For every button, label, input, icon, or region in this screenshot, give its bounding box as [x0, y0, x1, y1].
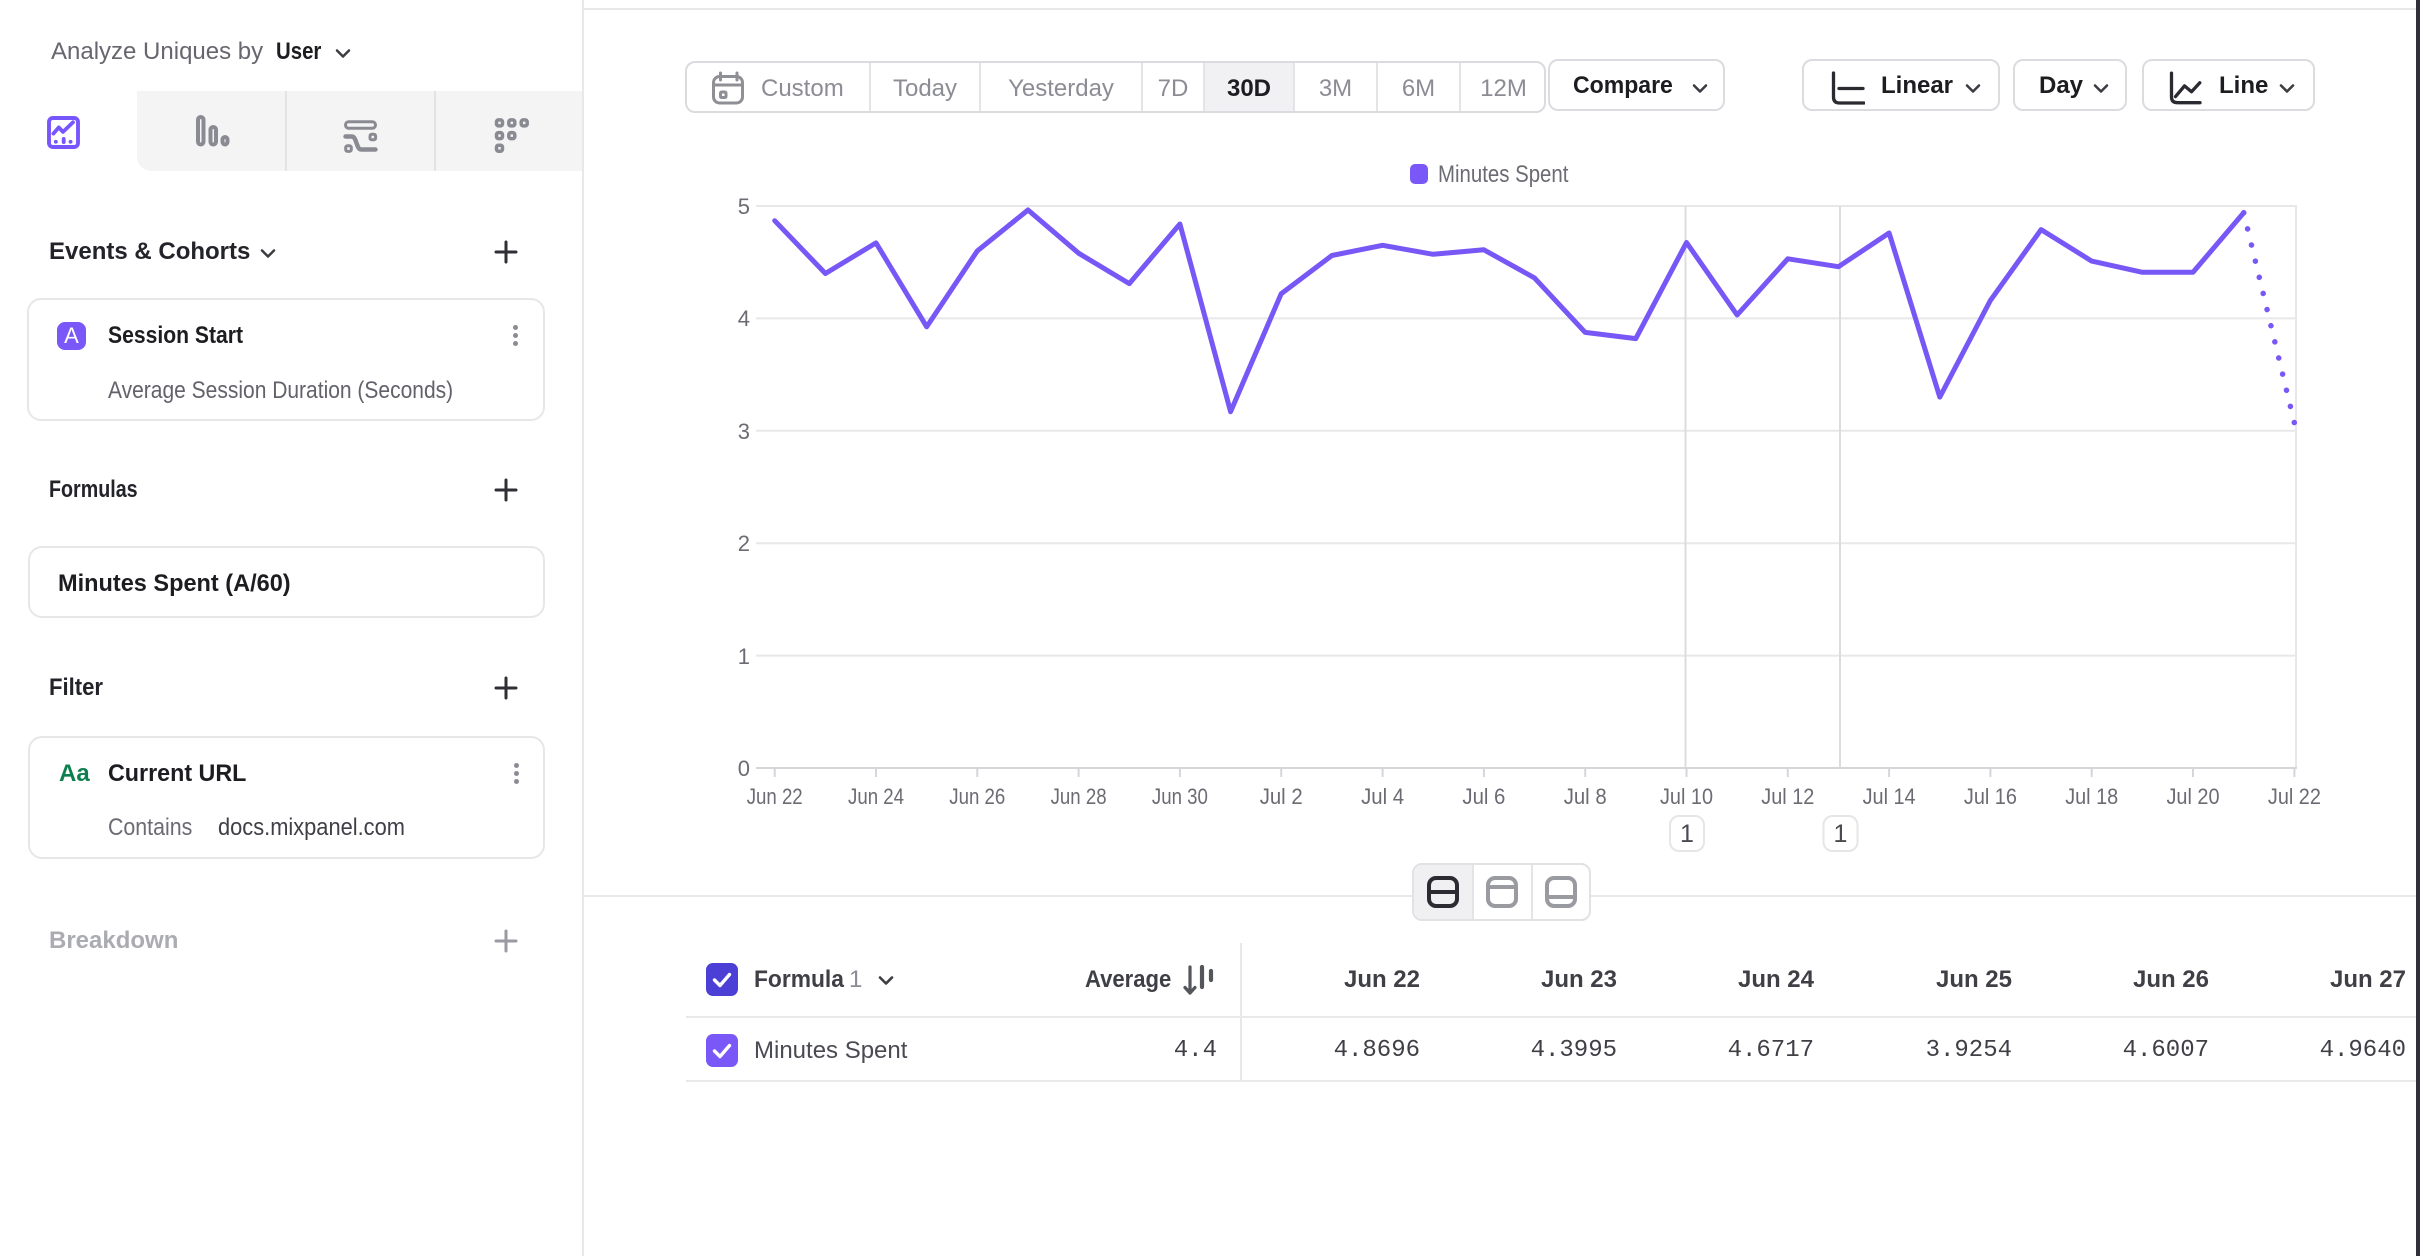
svg-text:Jul 12: Jul 12	[1761, 784, 1814, 809]
svg-text:1: 1	[738, 644, 750, 669]
svg-text:Jul 4: Jul 4	[1361, 784, 1404, 809]
svg-text:Jul 2: Jul 2	[1260, 784, 1303, 809]
svg-text:2: 2	[738, 531, 750, 556]
svg-text:Jun 24: Jun 24	[848, 784, 904, 809]
svg-text:1: 1	[1834, 820, 1848, 848]
svg-text:Jun 26: Jun 26	[949, 784, 1005, 809]
svg-text:5: 5	[738, 194, 750, 219]
svg-text:Jun 30: Jun 30	[1152, 784, 1208, 809]
svg-text:Jul 14: Jul 14	[1863, 784, 1916, 809]
svg-text:Jun 22: Jun 22	[747, 784, 803, 809]
svg-text:Jul 16: Jul 16	[1964, 784, 2017, 809]
svg-text:Jul 18: Jul 18	[2065, 784, 2118, 809]
svg-text:Jul 20: Jul 20	[2167, 784, 2220, 809]
svg-text:1: 1	[1680, 820, 1694, 848]
svg-text:Jul 8: Jul 8	[1564, 784, 1607, 809]
svg-text:4: 4	[738, 306, 750, 331]
svg-text:Jul 10: Jul 10	[1660, 784, 1713, 809]
svg-text:Jun 28: Jun 28	[1051, 784, 1107, 809]
svg-text:Jul 22: Jul 22	[2268, 784, 2321, 809]
svg-text:0: 0	[738, 756, 750, 781]
svg-text:Jul 6: Jul 6	[1462, 784, 1505, 809]
svg-text:3: 3	[738, 419, 750, 444]
